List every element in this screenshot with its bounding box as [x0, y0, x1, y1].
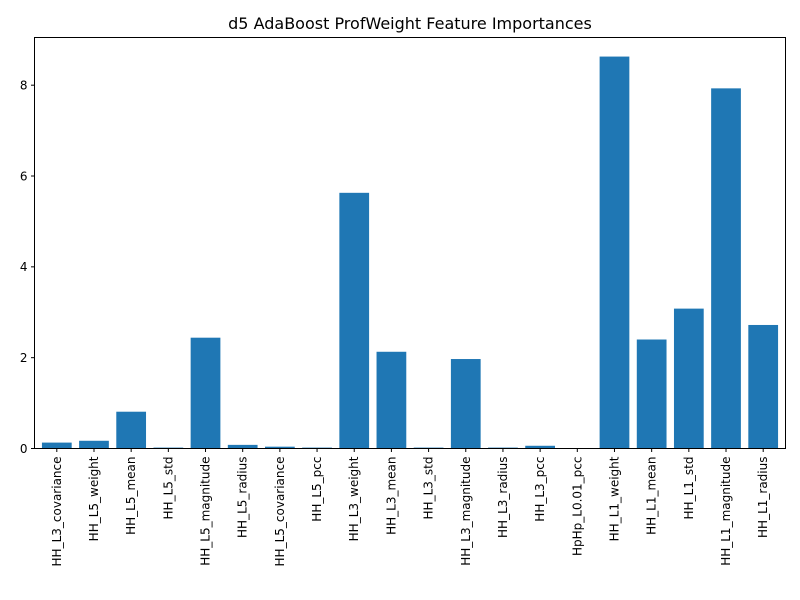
x-tick-label: HH_L3_mean — [384, 457, 398, 535]
y-tick-label: 8 — [20, 78, 28, 92]
y-tick-label: 0 — [20, 442, 28, 456]
bar-HH_L3_covariance — [41, 442, 72, 449]
x-tick-label: HpHp_L0.01_pcc — [570, 457, 584, 557]
x-tick-label: HH_L1_mean — [645, 457, 659, 535]
x-tick-label: HH_L1_magnitude — [719, 457, 733, 566]
bar-HH_L5_radius — [227, 444, 258, 449]
bar-HH_L3_weight — [339, 192, 370, 449]
x-tick-label: HH_L5_weight — [87, 456, 101, 541]
bar-HH_L1_std — [673, 308, 704, 449]
bars-layer — [41, 56, 779, 449]
x-tick-label: HH_L3_pcc — [533, 457, 547, 522]
bar-HH_L5_covariance — [265, 446, 295, 449]
plot-frame — [34, 37, 786, 449]
x-tick-label: HH_L5_radius — [236, 457, 250, 538]
bar-HH_L3_magnitude — [450, 359, 481, 449]
x-tick-label: HH_L1_std — [682, 457, 696, 520]
bar-HH_L1_magnitude — [711, 88, 741, 449]
x-tick-label: HH_L5_magnitude — [199, 457, 213, 566]
bar-HH_L3_mean — [376, 351, 407, 449]
bar-HH_L1_mean — [636, 339, 667, 449]
chart-title: d5 AdaBoost ProfWeight Feature Importanc… — [228, 14, 592, 33]
x-tick-label: HH_L5_covariance — [273, 457, 287, 567]
y-tick-label: 2 — [20, 351, 28, 365]
x-axis: HH_L3_covariance HH_L5_weight HH_L5_mean HH… — [50, 448, 770, 567]
x-tick-label: HH_L5_mean — [124, 457, 138, 535]
x-tick-label: HH_L5_pcc — [310, 457, 324, 522]
bar-HH_L5_mean — [116, 411, 147, 449]
y-tick-label: 4 — [20, 260, 28, 274]
y-axis: 0 2 4 6 8 — [20, 78, 35, 456]
bar-HH_L1_radius — [748, 324, 779, 449]
bar-HH_L1_weight — [599, 56, 630, 449]
x-tick-label: HH_L1_weight — [607, 456, 621, 541]
bar-HH_L5_weight — [79, 440, 109, 449]
x-tick-label: HH_L5_std — [161, 457, 175, 520]
x-tick-label: HH_L3_radius — [496, 457, 510, 538]
x-tick-label: HH_L3_weight — [347, 456, 361, 541]
bar-HH_L3_pcc — [525, 445, 555, 449]
y-tick-label: 6 — [20, 169, 28, 183]
x-tick-label: HH_L3_magnitude — [459, 457, 473, 566]
x-tick-label: HH_L3_covariance — [50, 457, 64, 567]
x-tick-label: HH_L3_std — [422, 457, 436, 520]
bar-HH_L5_magnitude — [190, 337, 221, 449]
x-tick-label: HH_L1_radius — [756, 457, 770, 538]
